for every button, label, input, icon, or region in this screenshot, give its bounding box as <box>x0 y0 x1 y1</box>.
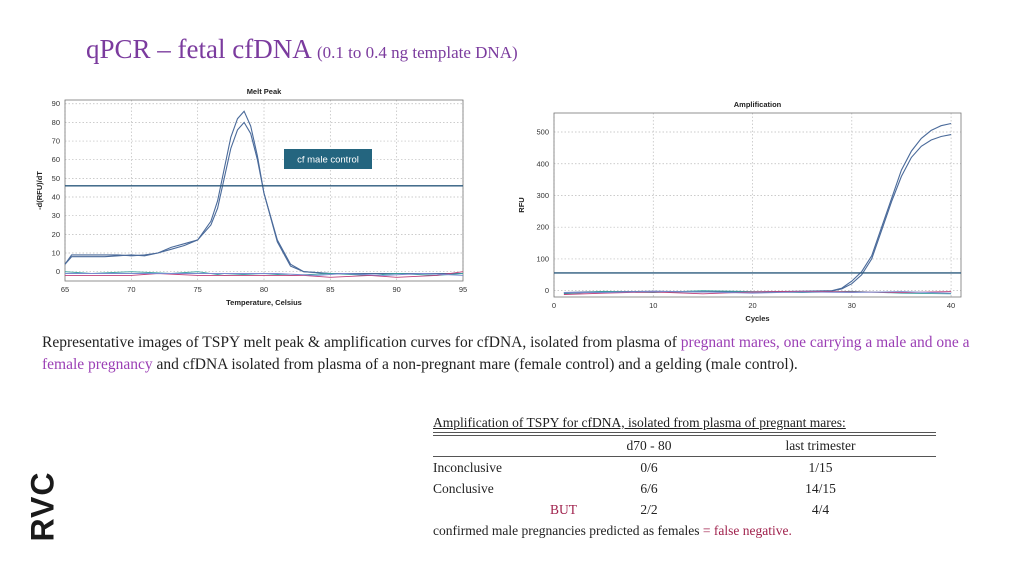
x-tick-label: 70 <box>127 285 135 294</box>
x-tick-label: 75 <box>193 285 201 294</box>
plot-frame <box>64 99 464 282</box>
cell-value: 4/4 <box>811 502 830 517</box>
series-line <box>64 110 463 275</box>
rvc-logo: RVC <box>22 468 62 542</box>
logo-text: RVC <box>24 471 61 542</box>
y-tick-label: 0 <box>545 286 549 295</box>
table-heading: Amplification of TSPY for cfDNA, isolate… <box>433 415 936 433</box>
slide-title: qPCR – fetal cfDNA (0.1 to 0.4 ng templa… <box>86 34 518 65</box>
y-tick-label: 100 <box>536 254 549 263</box>
table-footnote: confirmed male pregnancies predicted as … <box>433 520 936 541</box>
title-sub: (0.1 to 0.4 ng template DNA) <box>316 43 518 62</box>
cell-value: 2/2 <box>640 502 658 517</box>
series-line <box>563 122 952 294</box>
x-tick-label: 80 <box>260 285 268 294</box>
cell-value: 1/15 <box>808 460 833 475</box>
series-line <box>563 290 952 294</box>
table-row: Inconclusive 0/6 1/15 <box>433 457 936 478</box>
caption: Representative images of TSPY melt peak … <box>42 332 992 376</box>
cell-value: 0/6 <box>640 460 658 475</box>
series-line <box>563 134 952 294</box>
amplification-chart: Amplification 0 10 20 30 40 0 100 200 300 400 500 Cy… <box>510 100 975 330</box>
plot-frame <box>553 112 962 298</box>
y-tick-label: 20 <box>52 230 60 239</box>
x-axis-label: Temperature, Celsius <box>226 298 302 307</box>
y-tick-label: 50 <box>52 174 60 183</box>
y-tick-label: 10 <box>52 249 60 258</box>
annotation-box <box>284 149 372 169</box>
y-tick-label: 400 <box>536 159 549 168</box>
title-main: qPCR – fetal cfDNA <box>86 34 317 64</box>
col-header-label <box>433 436 593 456</box>
y-tick-label: 300 <box>536 191 549 200</box>
results-table: Amplification of TSPY for cfDNA, isolate… <box>433 415 936 541</box>
y-tick-label: 40 <box>52 193 60 202</box>
chart-title: Melt Peak <box>247 87 282 96</box>
y-axis-label: -d(RFU)/dT <box>35 171 44 210</box>
y-axis-label: RFU <box>517 197 526 212</box>
table-header-row: d70 - 80 last trimester <box>433 435 936 457</box>
y-tick-label: 70 <box>52 137 60 146</box>
footnote-highlight: false negative. <box>710 523 792 538</box>
x-tick-label: 0 <box>552 301 556 310</box>
table-row: BUT 2/2 4/4 <box>433 499 936 520</box>
col-header-d70-80: d70 - 80 <box>626 438 672 453</box>
footnote-equals: = <box>702 523 711 538</box>
chart-title: Amplification <box>734 100 782 109</box>
x-tick-label: 95 <box>459 285 467 294</box>
x-tick-label: 10 <box>649 301 657 310</box>
melt-peak-chart: Melt Peak 65 70 75 80 85 90 95 0 10 20 30 40 50 60 70 80… <box>35 86 485 316</box>
y-tick-label: 80 <box>52 118 60 127</box>
x-tick-label: 85 <box>326 285 334 294</box>
y-tick-label: 0 <box>56 267 60 276</box>
caption-part1: Representative images of TSPY melt peak … <box>42 334 681 351</box>
y-tick-label: 500 <box>536 128 549 137</box>
x-tick-label: 30 <box>848 301 856 310</box>
footnote-text: confirmed male pregnancies predicted as … <box>433 523 703 538</box>
row-label: Inconclusive <box>433 460 502 475</box>
table-row: Conclusive 6/6 14/15 <box>433 478 936 499</box>
series-line <box>65 273 464 276</box>
series-line <box>64 121 463 275</box>
y-tick-label: 30 <box>52 211 60 220</box>
series-line <box>65 271 464 278</box>
x-tick-label: 20 <box>748 301 756 310</box>
x-tick-label: 40 <box>947 301 955 310</box>
y-tick-label: 200 <box>536 223 549 232</box>
cell-value: 6/6 <box>640 481 658 496</box>
col-header-last-trimester: last trimester <box>785 438 856 453</box>
y-tick-label: 60 <box>52 155 60 164</box>
melt-peak-svg: Melt Peak 65 70 75 80 85 90 95 0 10 20 30 40 50 60 70 80… <box>35 87 467 307</box>
annotation-label: cf male control <box>297 155 359 166</box>
row-label-but: BUT <box>550 502 577 517</box>
x-tick-label: 90 <box>392 285 400 294</box>
row-label: Conclusive <box>433 481 494 496</box>
caption-part2: and cfDNA isolated from plasma of a non-… <box>152 356 798 373</box>
x-tick-label: 65 <box>61 285 69 294</box>
x-axis-label: Cycles <box>745 314 769 323</box>
caption-highlight: pregnant mares, one carrying a male and … <box>42 334 970 373</box>
cell-value: 14/15 <box>805 481 836 496</box>
y-tick-label: 90 <box>52 99 60 108</box>
